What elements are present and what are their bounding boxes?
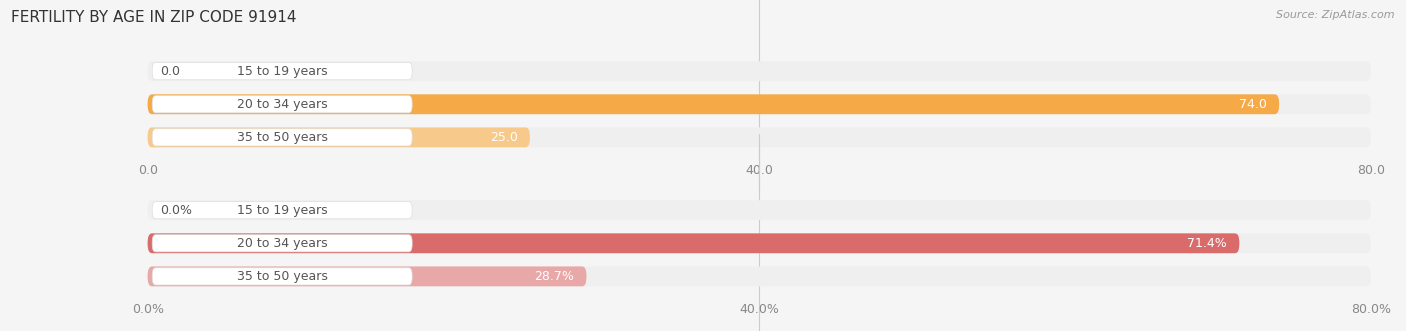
Text: 15 to 19 years: 15 to 19 years [236, 204, 328, 217]
FancyBboxPatch shape [152, 129, 412, 146]
Text: 0.0: 0.0 [160, 65, 180, 78]
FancyBboxPatch shape [152, 202, 412, 219]
Text: Source: ZipAtlas.com: Source: ZipAtlas.com [1277, 10, 1395, 20]
FancyBboxPatch shape [148, 94, 1371, 114]
Text: 20 to 34 years: 20 to 34 years [236, 237, 328, 250]
Text: 74.0: 74.0 [1239, 98, 1267, 111]
Text: 35 to 50 years: 35 to 50 years [236, 131, 328, 144]
FancyBboxPatch shape [152, 268, 412, 285]
Text: 15 to 19 years: 15 to 19 years [236, 65, 328, 78]
FancyBboxPatch shape [148, 233, 1371, 253]
FancyBboxPatch shape [152, 63, 412, 80]
FancyBboxPatch shape [148, 61, 1371, 81]
Text: 0.0%: 0.0% [160, 204, 191, 217]
FancyBboxPatch shape [148, 127, 1371, 147]
FancyBboxPatch shape [148, 200, 1371, 220]
FancyBboxPatch shape [152, 235, 412, 252]
FancyBboxPatch shape [148, 266, 586, 286]
Text: 28.7%: 28.7% [534, 270, 574, 283]
FancyBboxPatch shape [148, 233, 1239, 253]
FancyBboxPatch shape [148, 127, 530, 147]
Text: 25.0: 25.0 [489, 131, 517, 144]
Text: 20 to 34 years: 20 to 34 years [236, 98, 328, 111]
FancyBboxPatch shape [148, 266, 1371, 286]
Text: FERTILITY BY AGE IN ZIP CODE 91914: FERTILITY BY AGE IN ZIP CODE 91914 [11, 10, 297, 25]
FancyBboxPatch shape [152, 96, 412, 113]
Text: 71.4%: 71.4% [1188, 237, 1227, 250]
Text: 35 to 50 years: 35 to 50 years [236, 270, 328, 283]
FancyBboxPatch shape [148, 94, 1279, 114]
